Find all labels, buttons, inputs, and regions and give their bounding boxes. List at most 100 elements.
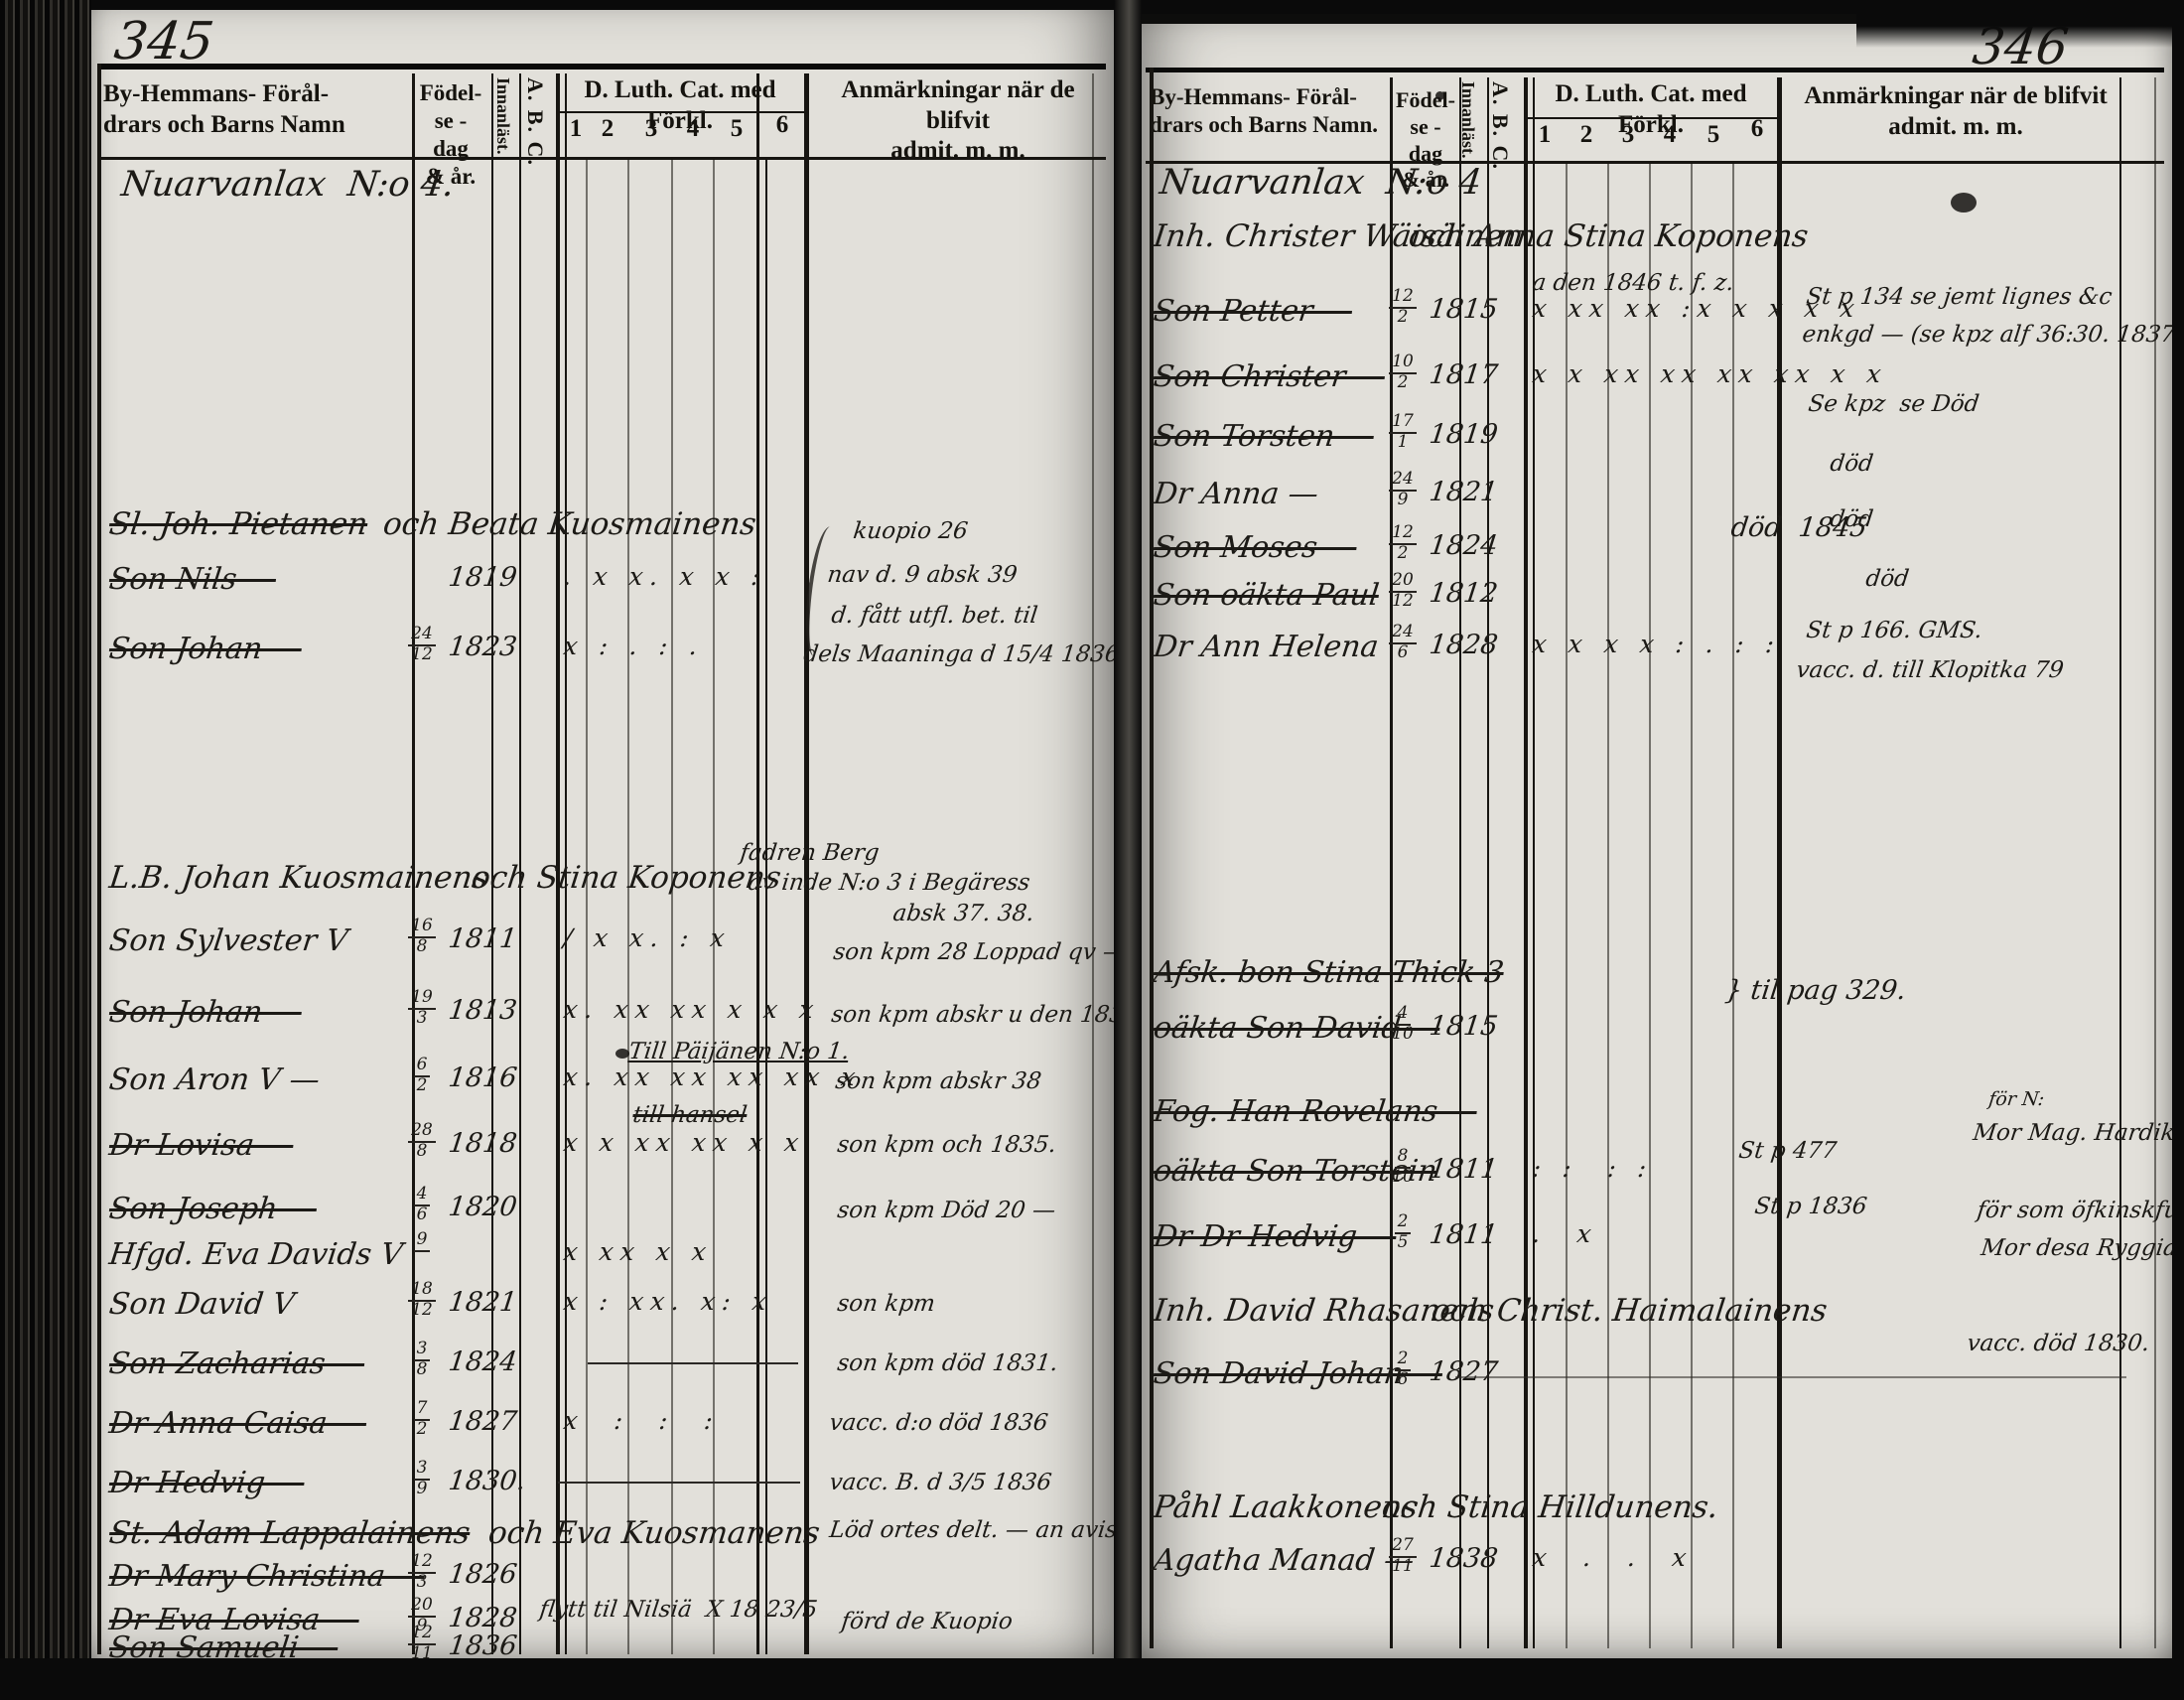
person-name: Dr Mary Christina — — [107, 1559, 427, 1594]
birth-month: 2 — [1397, 306, 1409, 327]
birth-date: 12 3 — [399, 1552, 445, 1592]
person-name: Son Aron V — — [107, 1062, 322, 1097]
parent-name: Fog. Han Rovelans — — [1152, 1094, 1479, 1129]
header-rule — [97, 157, 1106, 160]
register-row: Son Sylvester V 16 8 1811 / x x. : x — [91, 917, 1114, 959]
header-line: & år. — [1401, 167, 1450, 193]
page-number: 345 — [111, 12, 217, 71]
village-section-title: Nuarvanlax N:o 4. — [119, 165, 457, 205]
column-header-names: By-Hemmans- Förål- drars och Barns Namn. — [1150, 83, 1398, 139]
column-rule — [556, 73, 560, 1654]
register-row: Dr Anna — 24 9 1821 — [1142, 470, 2172, 512]
header-rule — [1524, 117, 1780, 119]
birth-month: 3 — [416, 1007, 428, 1028]
birth-year: 1815 — [1428, 294, 1500, 325]
person-name: Dr Hedvig — — [107, 1466, 307, 1500]
header-line: Födel- — [1396, 87, 1455, 112]
birth-day: 9 — [413, 1230, 431, 1252]
birth-month: 2 — [1397, 542, 1409, 563]
header-line: By-Hemmans- Förål- — [1150, 84, 1357, 109]
parent-name: L.B. Johan Kuosmainens — [107, 860, 490, 896]
column-rule — [1150, 68, 1154, 1648]
register-row: oäkta Son Torstein 8 10 1811 : : : : — [1142, 1147, 2172, 1190]
ink-blot — [1435, 91, 1444, 100]
birth-month: 6 — [416, 1204, 428, 1224]
column-header-abc: A. B. C. — [1488, 81, 1513, 171]
birth-year: 1827 — [447, 1406, 519, 1437]
birth-date: 16 8 — [399, 917, 445, 956]
birth-date: 9 — [399, 1230, 445, 1254]
page-left: 345 By-Hemmans- Förål- drars och Barns N… — [91, 10, 1148, 1665]
column-header-abc: A. B. C. — [523, 77, 548, 167]
person-name: Dr Ann Helena — [1152, 630, 1381, 664]
header-line: Anmärkningar när de blifvit — [841, 76, 1075, 134]
margin-note: St p 477 — [1737, 1138, 1839, 1164]
register-row: Son Moses — 12 2 1824 — [1142, 523, 2172, 566]
catechism-col-6: 6 — [1750, 115, 1764, 142]
birth-date: 18 12 — [399, 1280, 445, 1320]
column-rule — [1566, 161, 1568, 1648]
person-name: Dr Dr Hedvig — — [1152, 1219, 1399, 1254]
register-row: Dr Mary Christina — 12 3 1826 — [91, 1552, 1114, 1595]
birth-year: 1815 — [1428, 1011, 1500, 1042]
scan-bottom-border — [0, 1658, 2184, 1700]
catechism-marks: . x x. x x : — [562, 562, 769, 591]
column-header-catechism: D. Luth. Cat. med Förkl. — [584, 76, 776, 134]
catechism-marks: / x x. : x — [562, 923, 734, 952]
catechism-marks: x x xx xx x x — [562, 1128, 808, 1157]
birth-date: 12 2 — [1380, 523, 1426, 563]
column-rule — [2119, 77, 2121, 1648]
birth-year: 1821 — [447, 1287, 519, 1318]
birth-day: 24 — [1389, 623, 1417, 644]
birth-year: 1838 — [1428, 1543, 1500, 1574]
column-header-birthdate: Födel- se - dag & år. — [1393, 87, 1458, 194]
birth-date: 27 11 — [1380, 1536, 1426, 1576]
header-line: Födel- — [419, 80, 482, 105]
register-row: Son oäkta Paul 20 12 1812 — [1142, 571, 2172, 614]
catechism-marks: . x — [1531, 1219, 1600, 1248]
birth-month: 2 — [416, 1418, 428, 1439]
birth-day: 12 — [1389, 287, 1417, 309]
birth-year: 1818 — [447, 1128, 519, 1159]
page-right: 3 4 6 By-Hemmans- Förål- drars och Barns N… — [1142, 18, 2184, 1658]
margin-note: } til pag 329. — [1723, 975, 1908, 1006]
catechism-marks: x : . : . — [562, 632, 707, 660]
birth-month: 9 — [1397, 489, 1409, 509]
margin-note: St p 1836 — [1753, 1194, 1869, 1219]
column-header-catechism: D. Luth. Cat. med Förkl. — [1555, 80, 1747, 138]
column-rule — [713, 157, 715, 1654]
remark-note: kuopio 26 — [852, 518, 970, 544]
remark-note: Mor Mag. Hardikainen a 1/29 — [1972, 1120, 2184, 1146]
column-rule — [765, 157, 767, 1654]
birth-date: 12 11 — [399, 1624, 445, 1663]
column-rule — [2154, 77, 2156, 1648]
register-row: Son Samueli — 12 11 1836 — [91, 1624, 1114, 1666]
birth-day: 12 — [1389, 523, 1417, 545]
birth-month: 12 — [411, 643, 433, 664]
column-rule — [1487, 77, 1489, 1648]
book-binding — [0, 0, 91, 1700]
remark-note: St p 134 se jemt lignes &c — [1805, 284, 2114, 310]
person-name: Son Petter — — [1152, 294, 1355, 329]
birth-day: 10 — [1389, 353, 1417, 374]
column-rule — [804, 73, 809, 1654]
catechism-col-4: 4 — [1663, 121, 1677, 148]
column-rule — [1524, 77, 1528, 1648]
parent-name: och Stina Koponens — [470, 860, 783, 896]
column-rule — [97, 64, 101, 1654]
person-name: Agatha Manad — — [1152, 1543, 1417, 1578]
remark-note: son kpm död 1831. — [836, 1350, 1060, 1376]
birth-day: 12 — [408, 1552, 436, 1574]
birth-day: 2 — [1394, 1349, 1412, 1371]
remark-note: d. fått utfl. bet. til — [830, 603, 1039, 629]
birth-year: 1819 — [1428, 419, 1500, 450]
birth-month: 10 — [1392, 1023, 1414, 1044]
birth-year: 1816 — [447, 1062, 519, 1093]
register-row: Hfgd. Eva Davids V 9 x xx x x — [91, 1230, 1114, 1273]
